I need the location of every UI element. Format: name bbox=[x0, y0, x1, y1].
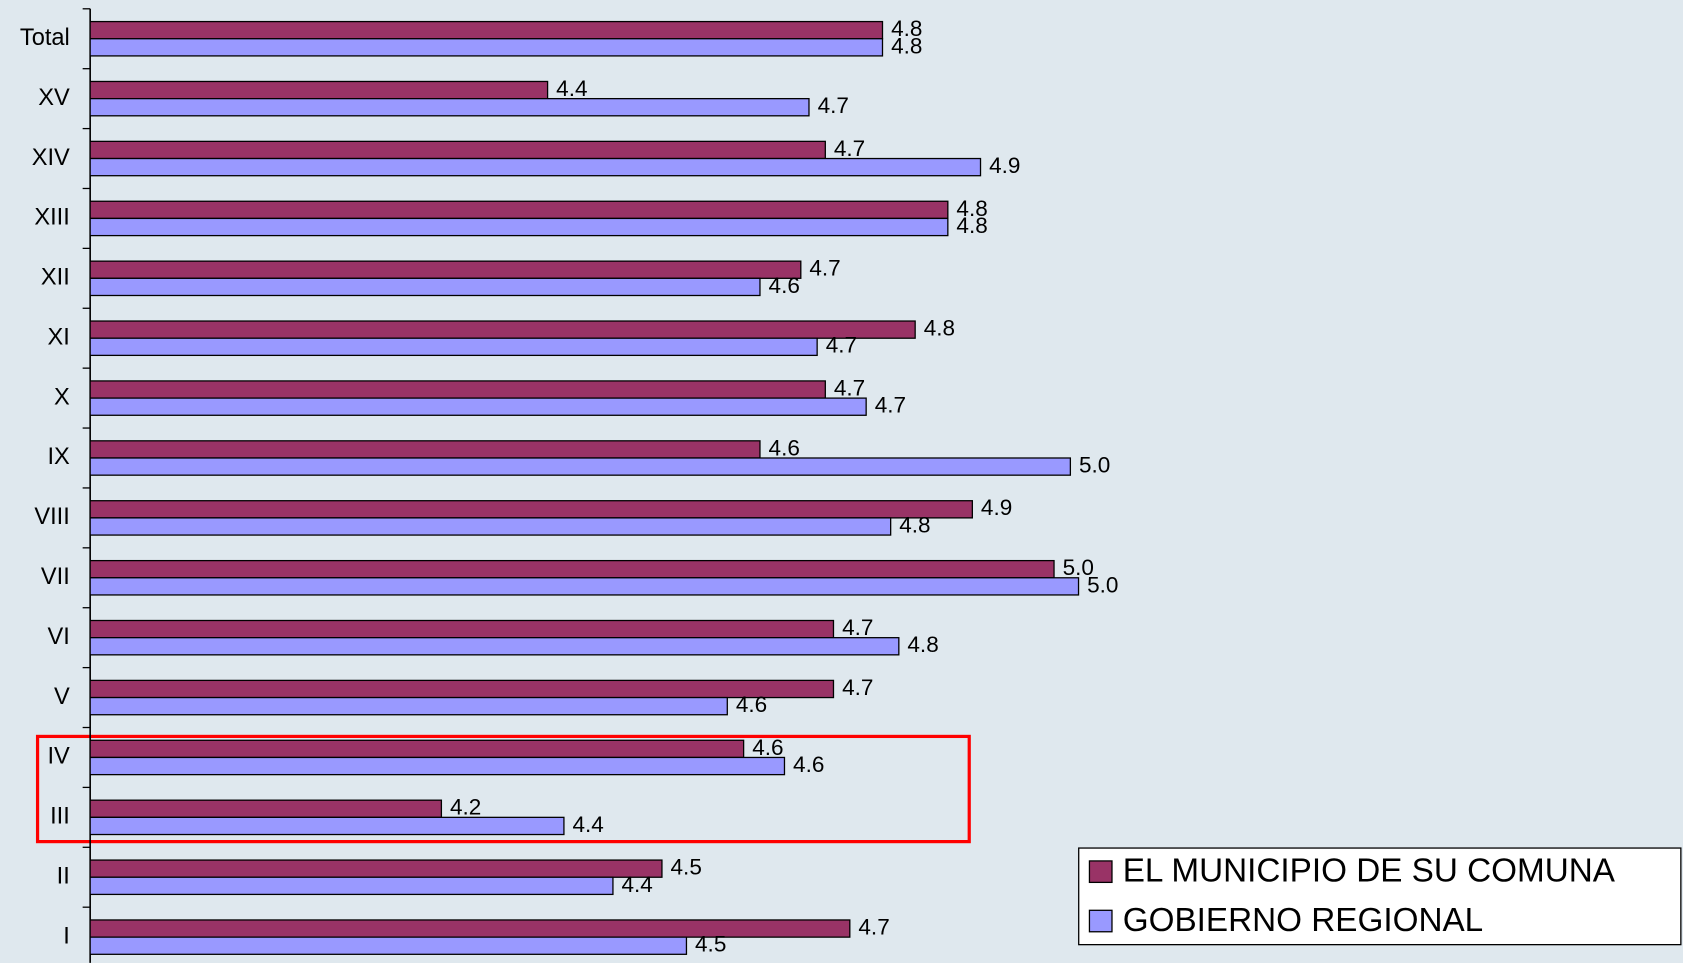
bar bbox=[89, 397, 867, 416]
bar bbox=[89, 380, 826, 399]
value-label: 4.2 bbox=[450, 795, 481, 820]
category-label: IV bbox=[47, 744, 70, 770]
bar bbox=[89, 260, 802, 279]
bar bbox=[89, 859, 663, 878]
value-label: 4.8 bbox=[907, 632, 938, 657]
value-label: 4.8 bbox=[956, 196, 987, 221]
bar bbox=[89, 696, 728, 716]
category-label: XIV bbox=[32, 145, 70, 171]
value-label: 4.6 bbox=[736, 692, 767, 717]
bar bbox=[89, 440, 761, 459]
value-label: 4.7 bbox=[842, 675, 873, 700]
bar bbox=[89, 500, 973, 519]
value-label: 4.7 bbox=[818, 93, 849, 118]
bar bbox=[89, 679, 835, 699]
category-label: VI bbox=[47, 624, 69, 650]
bar bbox=[89, 559, 1055, 579]
bar bbox=[89, 876, 614, 896]
legend-swatch bbox=[1088, 909, 1113, 933]
category-label: II bbox=[57, 863, 70, 889]
value-label: 4.8 bbox=[891, 16, 922, 41]
value-label: 4.5 bbox=[671, 855, 702, 880]
highlight-box bbox=[35, 734, 971, 844]
category-label: XIII bbox=[34, 205, 69, 231]
bar bbox=[89, 936, 688, 955]
bar bbox=[89, 517, 892, 536]
value-label: 4.9 bbox=[989, 153, 1020, 178]
value-label: 4.7 bbox=[842, 615, 873, 640]
value-label: 5.0 bbox=[1087, 572, 1118, 597]
bar bbox=[89, 80, 549, 100]
bar bbox=[89, 20, 884, 40]
bar bbox=[89, 637, 900, 656]
bar bbox=[89, 919, 851, 938]
value-label: 4.7 bbox=[826, 333, 857, 358]
legend-swatch bbox=[1088, 860, 1113, 884]
value-label: 4.6 bbox=[752, 735, 783, 760]
value-label: 4.5 bbox=[695, 932, 726, 957]
bar bbox=[89, 337, 818, 357]
bar bbox=[89, 320, 916, 339]
bar bbox=[89, 217, 949, 237]
value-label: 4.9 bbox=[981, 495, 1012, 520]
value-label: 4.8 bbox=[899, 512, 930, 537]
category-label: III bbox=[50, 804, 70, 830]
value-label: 4.8 bbox=[924, 316, 955, 341]
category-label: VII bbox=[41, 564, 70, 590]
bar bbox=[89, 277, 761, 297]
bar bbox=[89, 799, 443, 818]
bar bbox=[89, 739, 745, 759]
legend-label: EL MUNICIPIO DE SU COMUNA bbox=[1123, 853, 1616, 890]
value-label: 4.6 bbox=[769, 273, 800, 298]
bar bbox=[89, 157, 982, 177]
value-label: 4.4 bbox=[573, 812, 604, 837]
category-label: Total bbox=[20, 25, 70, 51]
category-label: XI bbox=[47, 324, 69, 350]
category-label: IX bbox=[47, 444, 70, 470]
legend-label: GOBIERNO REGIONAL bbox=[1123, 902, 1483, 939]
value-label: 4.4 bbox=[556, 76, 587, 101]
bar bbox=[89, 577, 1080, 596]
bar bbox=[89, 619, 835, 639]
bar bbox=[89, 140, 826, 160]
value-label: 4.7 bbox=[834, 136, 865, 161]
bar bbox=[89, 200, 949, 220]
category-label: X bbox=[54, 384, 70, 410]
value-label: 4.7 bbox=[858, 915, 889, 940]
value-label: 4.7 bbox=[875, 393, 906, 418]
value-label: 5.0 bbox=[1063, 555, 1094, 580]
category-label: VIII bbox=[34, 504, 69, 530]
value-label: 4.6 bbox=[793, 752, 824, 777]
bar bbox=[89, 756, 786, 776]
value-label: 4.8 bbox=[956, 213, 987, 238]
value-label: 4.8 bbox=[891, 33, 922, 58]
legend-box bbox=[1078, 847, 1682, 946]
category-label: V bbox=[54, 684, 70, 710]
category-label: XV bbox=[38, 85, 70, 111]
category-label: I bbox=[63, 923, 70, 949]
bar bbox=[89, 457, 1072, 476]
value-label: 4.7 bbox=[809, 256, 840, 281]
value-label: 4.6 bbox=[769, 435, 800, 460]
value-label: 4.4 bbox=[622, 872, 653, 897]
bar bbox=[89, 38, 884, 57]
category-label: XII bbox=[41, 265, 70, 291]
bar bbox=[89, 816, 565, 836]
bar bbox=[89, 97, 810, 117]
value-label: 4.7 bbox=[834, 375, 865, 400]
value-label: 5.0 bbox=[1079, 453, 1110, 478]
